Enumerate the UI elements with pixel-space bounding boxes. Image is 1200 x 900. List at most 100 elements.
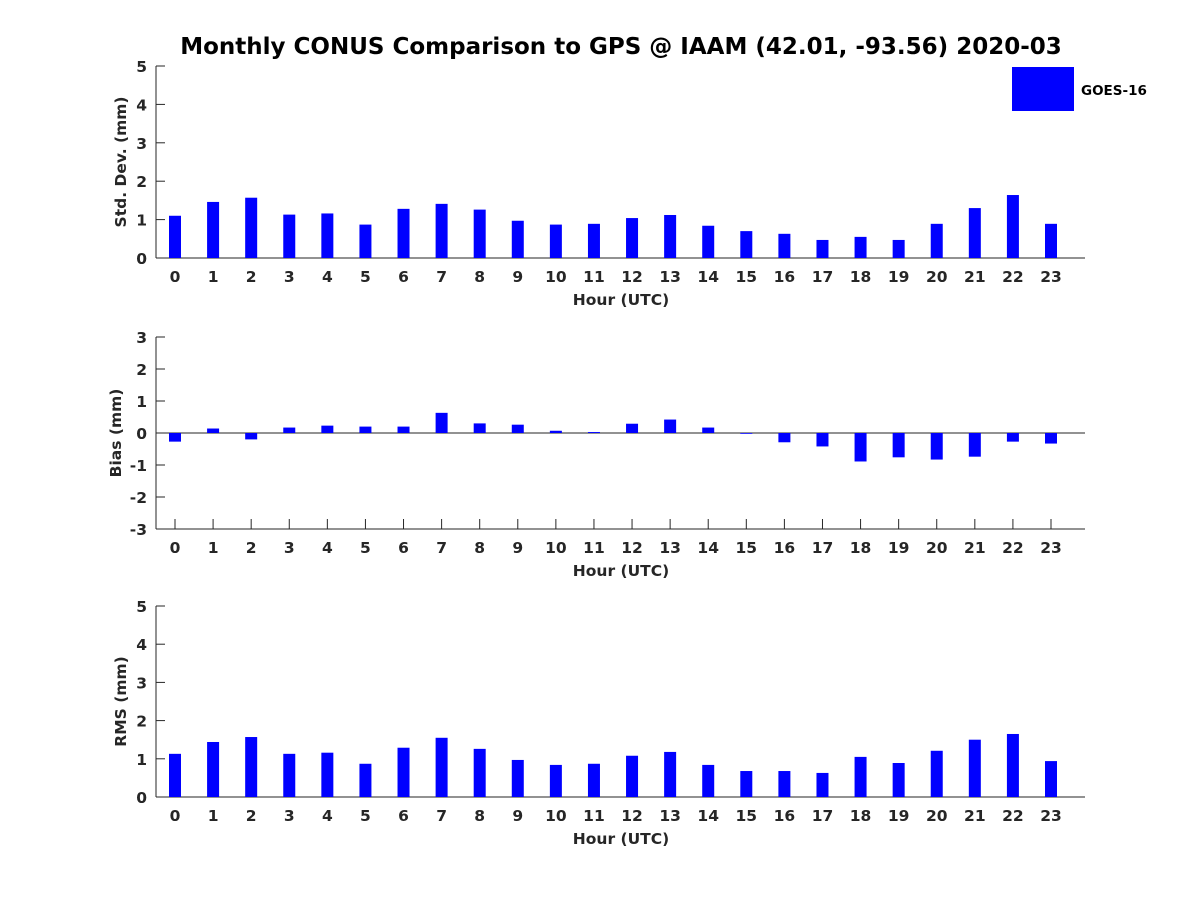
x-tick-label: 14 (697, 539, 719, 557)
x-tick-label: 6 (398, 539, 409, 557)
bar-hour-17 (816, 772, 829, 797)
bar-hour-19 (892, 763, 905, 797)
x-tick-label: 0 (170, 268, 181, 286)
bar-hour-23 (1045, 433, 1057, 444)
x-tick-label: 10 (545, 268, 567, 286)
x-tick-label: 19 (888, 539, 910, 557)
y-tick-label: 4 (136, 96, 147, 114)
x-tick-label: 5 (360, 539, 371, 557)
bar-hour-11 (587, 223, 600, 258)
bar-hour-1 (207, 741, 220, 797)
bar-hour-12 (626, 423, 639, 433)
bar-hour-12 (626, 218, 639, 258)
x-tick-label: 10 (545, 807, 567, 825)
bar-hour-5 (359, 763, 372, 797)
y-tick-label: 2 (136, 361, 147, 379)
x-tick-label: 15 (736, 539, 758, 557)
y-tick-label: 2 (136, 173, 147, 191)
bar-hour-10 (549, 224, 562, 258)
bar-hour-13 (664, 214, 677, 258)
x-tick-label: 2 (246, 807, 257, 825)
bar-hour-3 (283, 753, 296, 797)
x-tick-label: 13 (659, 807, 681, 825)
bar-hour-11 (587, 763, 600, 797)
bar-hour-0 (169, 753, 181, 797)
bar-hour-15 (740, 771, 753, 797)
x-tick-label: 0 (170, 539, 181, 557)
x-tick-label: 18 (850, 539, 872, 557)
bar-hour-4 (321, 213, 334, 258)
y-tick-label: 3 (136, 329, 147, 347)
y-tick-label: 5 (136, 598, 147, 616)
bar-hour-19 (892, 433, 905, 458)
bar-hour-7 (435, 203, 448, 258)
bar-hour-10 (549, 764, 562, 797)
x-tick-label: 19 (888, 807, 910, 825)
y-axis-label: Bias (mm) (107, 389, 125, 478)
y-tick-label: 3 (136, 135, 147, 153)
y-axis-label: RMS (mm) (112, 656, 130, 746)
bar-hour-8 (473, 209, 486, 258)
y-tick-label: 1 (136, 393, 147, 411)
bar-hour-14 (702, 427, 715, 433)
bar-hour-22 (1006, 733, 1019, 797)
bar-hour-16 (778, 233, 791, 258)
bar-hour-4 (321, 425, 334, 433)
y-tick-label: 0 (136, 425, 147, 443)
x-tick-label: 3 (284, 268, 295, 286)
x-tick-label: 21 (964, 539, 986, 557)
bar-hour-18 (854, 433, 867, 462)
x-tick-label: 7 (436, 807, 447, 825)
bar-hour-16 (778, 433, 791, 443)
x-tick-label: 17 (812, 268, 834, 286)
y-tick-label: -1 (130, 457, 147, 475)
x-tick-label: 8 (474, 539, 485, 557)
x-tick-label: 7 (436, 539, 447, 557)
x-tick-label: 12 (621, 539, 643, 557)
x-tick-label: 2 (246, 268, 257, 286)
bar-hour-23 (1045, 761, 1057, 797)
bar-hour-2 (245, 433, 258, 440)
x-axis-label: Hour (UTC) (573, 830, 669, 848)
x-tick-label: 12 (621, 268, 643, 286)
x-tick-label: 13 (659, 268, 681, 286)
y-tick-label: -3 (130, 521, 147, 539)
y-tick-label: 5 (136, 58, 147, 76)
bar-hour-18 (854, 756, 867, 797)
bar-hour-13 (664, 751, 677, 797)
bar-hour-9 (511, 759, 524, 797)
x-tick-label: 4 (322, 539, 333, 557)
x-tick-label: 20 (926, 539, 948, 557)
x-tick-label: 14 (697, 268, 719, 286)
x-tick-label: 9 (512, 268, 523, 286)
x-tick-label: 22 (1002, 539, 1024, 557)
x-tick-label: 20 (926, 807, 948, 825)
x-tick-label: 16 (774, 539, 796, 557)
x-tick-label: 17 (812, 807, 834, 825)
bar-hour-21 (968, 208, 981, 258)
bar-hour-16 (778, 771, 791, 797)
y-tick-label: 1 (136, 751, 147, 769)
bar-hour-7 (435, 737, 448, 797)
x-tick-label: 11 (583, 539, 605, 557)
y-tick-label: 3 (136, 674, 147, 692)
x-tick-label: 2 (246, 539, 257, 557)
legend: GOES-16 (1012, 67, 1147, 111)
x-tick-label: 22 (1002, 268, 1024, 286)
bar-hour-20 (930, 223, 943, 258)
x-axis-label: Hour (UTC) (573, 562, 669, 580)
x-tick-label: 16 (774, 807, 796, 825)
x-tick-label: 16 (774, 268, 796, 286)
bar-hour-14 (702, 764, 715, 797)
x-tick-label: 9 (512, 807, 523, 825)
bar-hour-15 (740, 433, 753, 434)
y-tick-label: 1 (136, 212, 147, 230)
bar-hour-22 (1006, 195, 1019, 258)
bar-hour-22 (1006, 433, 1019, 442)
bar-hour-12 (626, 755, 639, 797)
x-tick-label: 21 (964, 807, 986, 825)
bar-hour-7 (435, 412, 448, 433)
x-tick-label: 4 (322, 268, 333, 286)
